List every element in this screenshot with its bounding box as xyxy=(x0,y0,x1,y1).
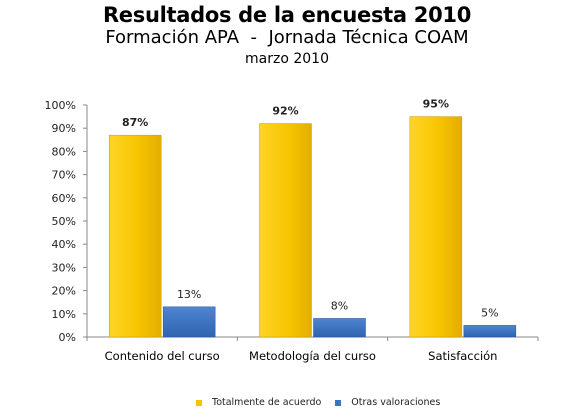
legend: Totalmente de acuerdo Otras valoraciones xyxy=(196,397,454,408)
y-tick-label: 40% xyxy=(52,238,76,251)
data-label: 87% xyxy=(122,116,148,129)
chart-subtitle: Formación APA - Jornada Técnica COAM xyxy=(105,27,469,48)
data-label: 13% xyxy=(177,288,201,301)
legend-swatch-series1 xyxy=(196,399,202,406)
bar-series2 xyxy=(463,325,517,338)
legend-label-series1: Totalmente de acuerdo xyxy=(212,397,322,408)
chart-date: marzo 2010 xyxy=(245,51,329,67)
data-label: 5% xyxy=(481,306,498,319)
bar-series2 xyxy=(162,306,216,338)
data-label: 92% xyxy=(272,105,298,118)
bar-series2 xyxy=(313,318,366,338)
legend-item-series2: Otras valoraciones xyxy=(335,397,440,408)
legend-label-series2: Otras valoraciones xyxy=(351,397,441,408)
bar-series1 xyxy=(108,134,162,338)
legend-swatch-series2 xyxy=(335,399,342,406)
data-label: 8% xyxy=(331,299,348,312)
bar-series1 xyxy=(259,123,312,338)
y-tick-label: 20% xyxy=(52,285,76,298)
y-tick-label: 10% xyxy=(52,308,76,321)
y-tick-label: 80% xyxy=(52,145,76,158)
category-label: Satisfacción xyxy=(428,349,497,363)
y-tick-label: 70% xyxy=(52,169,76,182)
y-tick-label: 50% xyxy=(52,215,76,228)
y-tick-label: 60% xyxy=(52,192,76,205)
y-tick-label: 90% xyxy=(52,122,76,135)
y-tick-label: 100% xyxy=(45,99,76,112)
y-tick-label: 30% xyxy=(52,261,76,274)
data-label: 95% xyxy=(423,98,449,111)
legend-item-series1: Totalmente de acuerdo xyxy=(196,397,321,408)
category-label: Metodología del curso xyxy=(249,349,376,363)
bar-series1 xyxy=(409,116,463,338)
y-tick-label: 0% xyxy=(59,331,76,344)
chart-title: Resultados de la encuesta 2010 xyxy=(102,3,472,27)
category-label: Contenido del curso xyxy=(105,349,220,363)
